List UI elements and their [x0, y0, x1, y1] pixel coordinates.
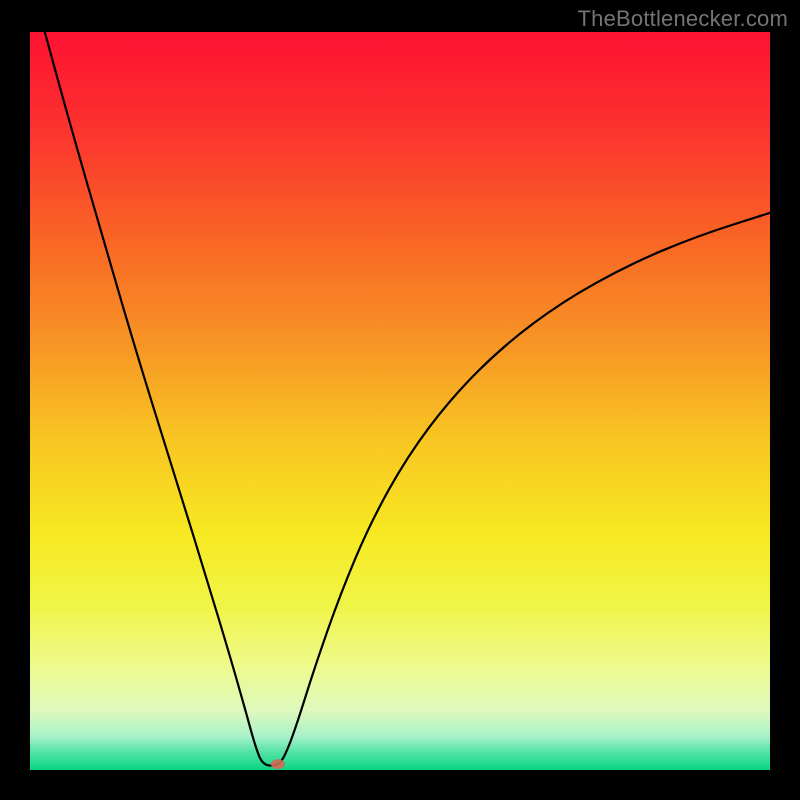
- optimal-point-marker: [271, 759, 285, 769]
- bottleneck-chart: [0, 0, 800, 800]
- gradient-plot-area: [30, 32, 770, 770]
- watermark-text: TheBottlenecker.com: [578, 6, 788, 32]
